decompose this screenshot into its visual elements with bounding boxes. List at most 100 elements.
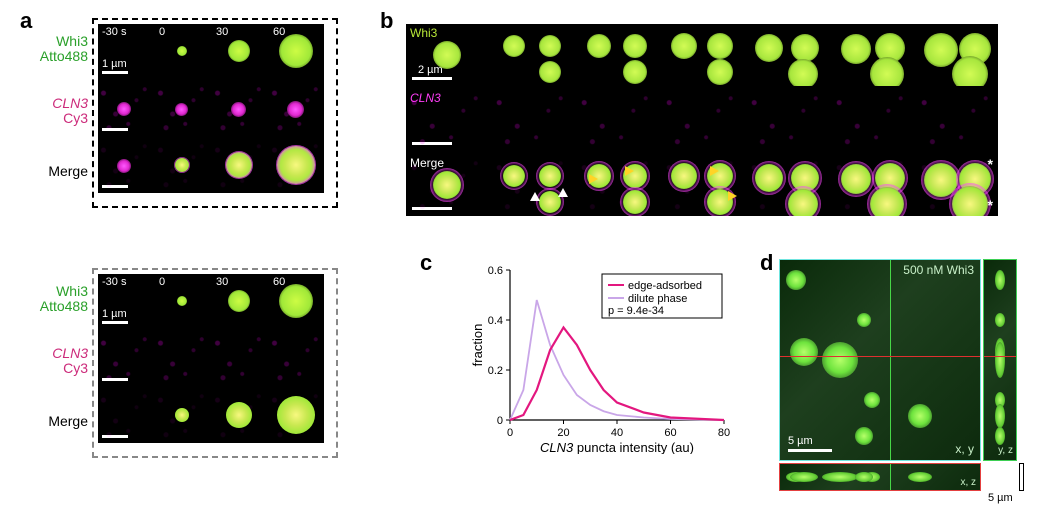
figure: { "letters": {"a":"a","b":"b","c":"c","d… [0, 0, 1050, 511]
cln3-punctum [117, 102, 131, 116]
micro-cell [491, 24, 573, 86]
micro-cell [212, 331, 267, 386]
micro-cell: 30 [212, 274, 267, 329]
micro-cell [831, 89, 913, 151]
whi3-droplet [177, 296, 187, 306]
xticklabel: 80 [718, 427, 730, 439]
micro-cell: Whi32 µm [406, 24, 488, 86]
merge-ring [536, 162, 564, 190]
micro-cell: CLN3 [406, 89, 488, 151]
triangle-icon [625, 166, 634, 176]
micro-cell: Merge [406, 154, 488, 216]
micro-cell [155, 331, 210, 386]
micro-cell [98, 138, 153, 193]
whi3-droplet [924, 33, 958, 67]
arrow-icon [530, 192, 540, 201]
merge-ring [430, 168, 464, 202]
whi3-droplet [539, 35, 561, 57]
scalebar [102, 71, 128, 74]
whi3-droplet [587, 34, 611, 58]
time-label: -30 s [102, 276, 126, 288]
legend-label: dilute phase [628, 293, 687, 305]
micro-cell [576, 89, 658, 151]
noise [916, 89, 998, 151]
noise [576, 89, 658, 151]
legend-label: edge-adsorbed [628, 280, 702, 292]
scalebar-label: 1 µm [102, 58, 127, 70]
whi3-droplet [503, 35, 525, 57]
micro-cell [269, 138, 324, 193]
whi3-droplet [228, 40, 250, 62]
merge-droplet [175, 408, 189, 422]
micro-cell [746, 154, 828, 216]
micro-cell [98, 388, 153, 443]
label-cln3b-line2: Cy3 [63, 360, 88, 376]
label-whi3: Whi3 Atto488 [22, 34, 88, 65]
whi3-droplet [755, 34, 783, 62]
triangle-icon [589, 174, 598, 184]
time-label: 0 [159, 276, 165, 288]
micro-cell [491, 154, 573, 216]
merge-ring [500, 162, 528, 190]
asterisk-icon: * [987, 156, 992, 172]
micro-cell: -30 s 1 µm [98, 24, 153, 79]
micro-cell [491, 89, 573, 151]
asterisk-icon: * [987, 197, 992, 213]
panel-letter-a: a [20, 8, 32, 34]
time-label: -30 s [102, 26, 126, 38]
noise [212, 331, 267, 386]
panel-letter-c: c [420, 250, 432, 276]
micro-cell [269, 81, 324, 136]
micro-cell [212, 138, 267, 193]
micro-cell [269, 388, 324, 443]
whi3-droplet [788, 59, 818, 86]
time-label: 30 [216, 26, 228, 38]
merge-ring [276, 145, 316, 185]
whi3-droplet [870, 57, 904, 86]
panel-c-chart: 02040608000.20.40.6CLN3 puncta intensity… [470, 264, 730, 454]
micro-cell: 30 [212, 24, 267, 79]
xticklabel: 60 [664, 427, 676, 439]
micro-cell [212, 81, 267, 136]
yz-outline [984, 260, 1016, 460]
micro-cell [661, 89, 743, 151]
scalebar-label: 1 µm [102, 308, 127, 320]
merge-ring [668, 160, 700, 192]
micro-cell: 0 [155, 274, 210, 329]
noise [269, 331, 324, 386]
whi3-droplet [671, 33, 697, 59]
whi3-droplet [707, 59, 733, 85]
noise [746, 89, 828, 151]
triangle-icon [728, 191, 737, 201]
cln3-punctum [231, 102, 246, 117]
panel-a-top-grid: -30 s1 µm03060 [98, 24, 324, 193]
panel-letter-b: b [380, 8, 393, 34]
merge-ring [752, 161, 786, 195]
whi3-droplet [539, 61, 561, 83]
scalebar-label: 5 µm [988, 492, 1013, 504]
label-cln3-b: CLN3 Cy3 [22, 346, 88, 377]
micro-cell [661, 154, 743, 216]
scalebar [102, 378, 128, 381]
whi3-droplet [279, 284, 313, 318]
row-label: Whi3 [410, 26, 437, 40]
whi3-droplet [791, 34, 819, 62]
noise [155, 331, 210, 386]
micro-cell [831, 24, 913, 86]
label-merge: Merge [22, 164, 88, 179]
micro-cell: -30 s 1 µm [98, 274, 153, 329]
micro-cell [155, 81, 210, 136]
micro-cell [831, 154, 913, 216]
panel-a-bottom-grid: -30 s1 µm03060 [98, 274, 324, 443]
p-value: p = 9.4e-34 [608, 305, 664, 317]
triangle-icon [710, 166, 719, 176]
cln3-punctum [175, 103, 188, 116]
noise [98, 388, 153, 443]
scalebar [102, 128, 128, 131]
arrow-icon [558, 188, 568, 197]
merge-cln3 [117, 159, 131, 173]
micro-cell [746, 24, 828, 86]
time-label: 30 [216, 276, 228, 288]
micro-cell [98, 81, 153, 136]
micro-cell [746, 89, 828, 151]
